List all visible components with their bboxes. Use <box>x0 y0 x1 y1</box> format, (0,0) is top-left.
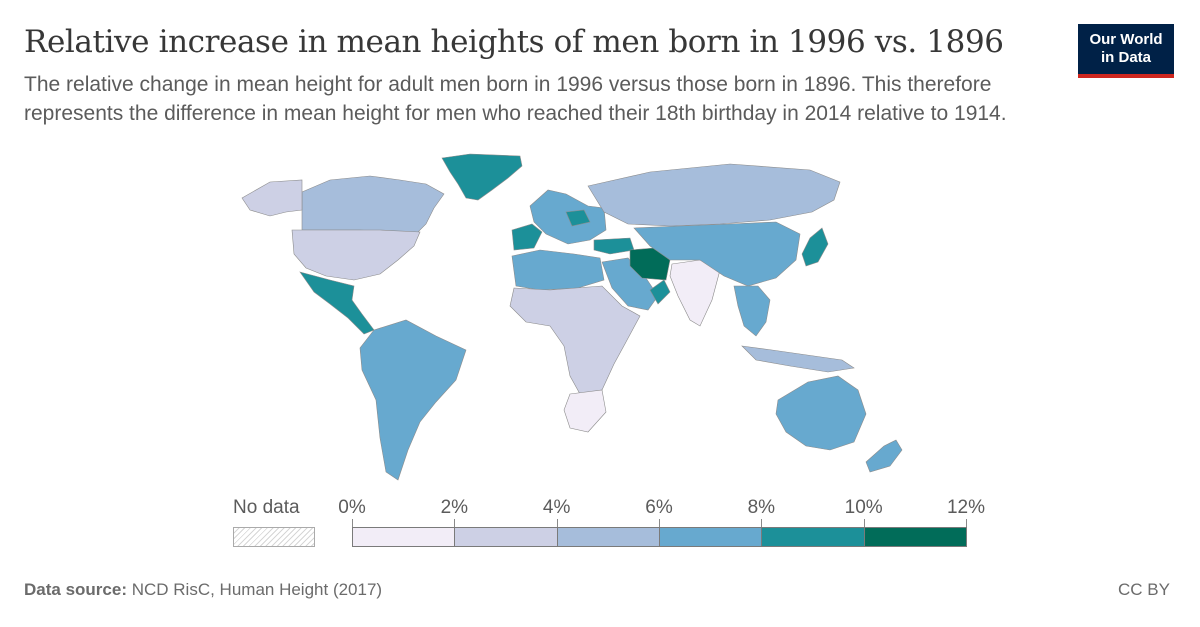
data-source-label: Data source: <box>24 580 127 599</box>
map-region-turkey[interactable]: Turkey <box>593 237 635 255</box>
legend-tick-label: 8% <box>747 497 776 518</box>
map-region-mexico-central-america[interactable]: Mexico & Central America <box>299 271 375 335</box>
map-region-iberia[interactable]: Iberia <box>511 223 543 251</box>
legend-no-data-swatch[interactable] <box>233 527 315 547</box>
legend-tick-label: 10% <box>844 497 883 518</box>
map-region-china-central-asia[interactable]: China & Central Asia <box>633 221 801 287</box>
data-source: Data source: NCD RisC, Human Height (201… <box>24 580 382 600</box>
legend-bin-2-4[interactable] <box>454 527 558 547</box>
world-map-svg: Greenland Canada Alaska United States Me… <box>241 153 903 481</box>
map-region-south-africa[interactable]: South Africa <box>563 389 607 433</box>
legend-bin-6-8[interactable] <box>659 527 763 547</box>
data-source-link[interactable]: NCD RisC, Human Height (2017) <box>131 580 383 599</box>
legend-bin-4-6[interactable] <box>556 527 660 547</box>
map-region-greenland[interactable]: Greenland <box>441 153 523 201</box>
legend-tick-label: 4% <box>542 497 571 518</box>
legend-tick-mark <box>556 519 558 527</box>
legend-tick-mark <box>761 519 763 527</box>
license-link[interactable]: CC BY <box>1118 580 1170 599</box>
logo-line-2: in Data <box>1100 49 1151 66</box>
logo-line-1: Our World <box>1089 31 1163 48</box>
legend-tick-label: 0% <box>338 497 366 518</box>
map-region-alaska[interactable]: Alaska <box>241 179 303 217</box>
map-region-india[interactable]: India <box>669 259 721 327</box>
legend-tick-mark <box>352 519 353 527</box>
map-region-indonesia[interactable]: Indonesia <box>741 345 855 373</box>
legend-tick-mark <box>966 519 967 527</box>
map-region-canada[interactable]: Canada <box>301 175 445 235</box>
map-region-north-africa[interactable]: North Africa <box>511 249 605 291</box>
map-region-australia[interactable]: Australia <box>775 375 867 451</box>
legend-bin-8-10[interactable] <box>761 527 865 547</box>
chart-subtitle: The relative change in mean height for a… <box>24 73 1007 125</box>
legend-tick-label: 6% <box>645 497 673 518</box>
legend-tick-mark <box>454 519 456 527</box>
legend-no-data-label: No data <box>233 497 300 518</box>
map-region-sub-saharan-africa[interactable]: Sub-Saharan Africa <box>509 285 641 395</box>
legend-bin-10-12[interactable] <box>863 527 967 547</box>
map-region-southeast-asia[interactable]: Southeast Asia <box>733 285 771 337</box>
map-region-poland[interactable]: Poland <box>565 209 591 227</box>
owid-logo[interactable]: Our World in Data <box>1078 24 1174 78</box>
map-region-new-zealand[interactable]: New Zealand <box>865 439 903 473</box>
map-region-russia[interactable]: Russia <box>587 163 841 227</box>
map-region-japan[interactable]: Japan <box>801 227 829 267</box>
map-region-oman[interactable]: Oman <box>649 279 671 305</box>
world-map[interactable]: Greenland Canada Alaska United States Me… <box>230 150 950 495</box>
map-region-south-america[interactable]: South America <box>359 319 467 481</box>
map-region-united-states[interactable]: United States <box>291 229 421 281</box>
legend-tick-label: 2% <box>440 497 469 518</box>
legend-bin-0-2[interactable] <box>352 527 456 547</box>
legend-tick-mark <box>659 519 660 527</box>
legend-tick-mark <box>863 519 865 527</box>
chart-title: Relative increase in mean heights of men… <box>24 24 1004 60</box>
legend-tick-label: 12% <box>946 497 986 518</box>
